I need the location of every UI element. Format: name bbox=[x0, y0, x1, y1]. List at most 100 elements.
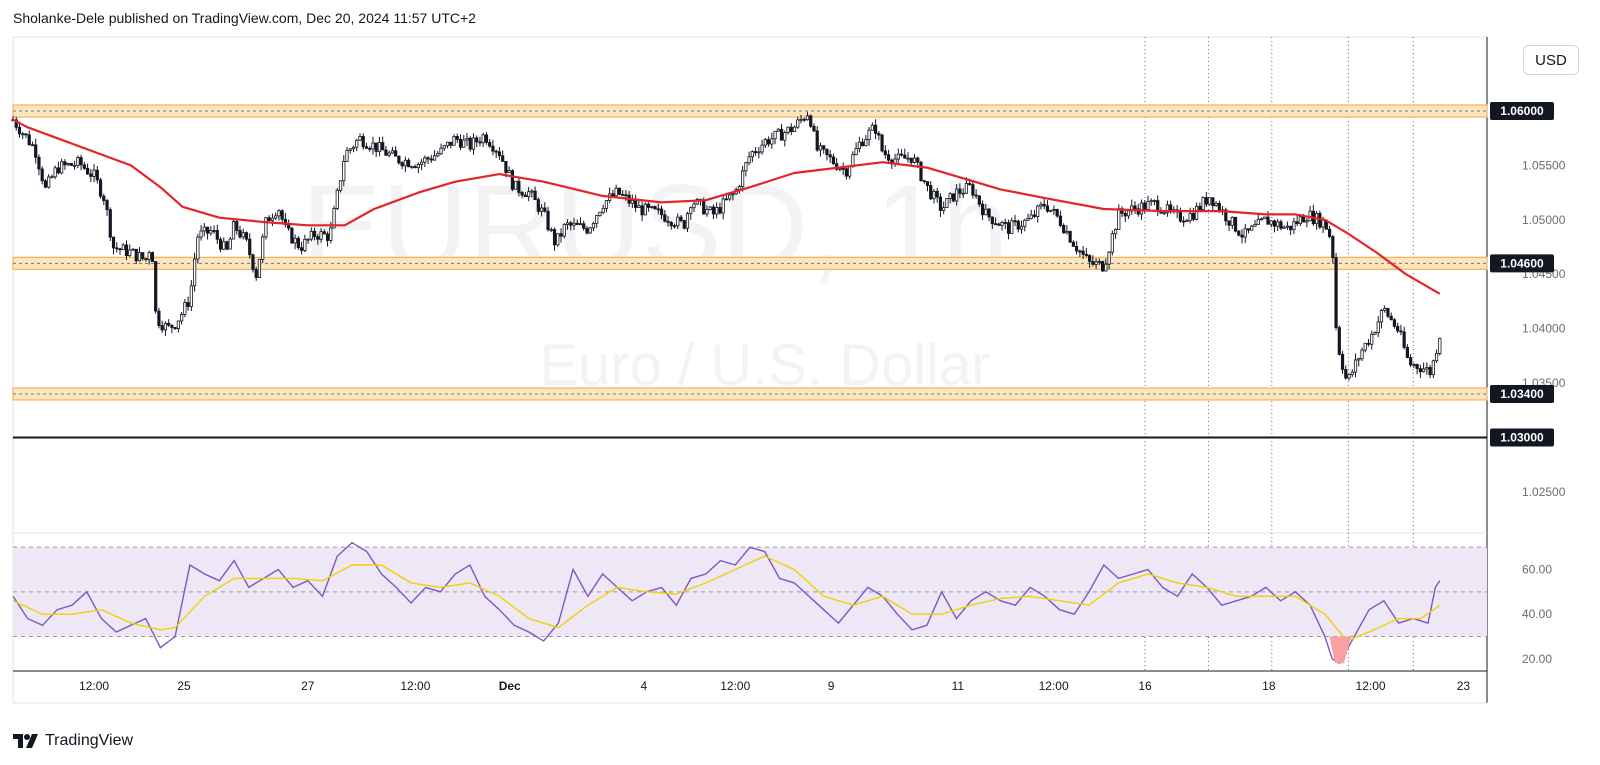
price-tick-label: 1.02500 bbox=[1522, 485, 1566, 499]
candle-body bbox=[854, 148, 858, 156]
candle-body bbox=[1178, 211, 1183, 222]
candle-body bbox=[1305, 220, 1309, 223]
candle-body bbox=[364, 146, 369, 149]
candle-body bbox=[1438, 338, 1442, 354]
candle-body bbox=[371, 142, 375, 150]
level-price-badge bbox=[1490, 102, 1554, 121]
candle-body bbox=[1415, 364, 1419, 370]
candle-body bbox=[1081, 250, 1085, 255]
candle-body bbox=[488, 141, 492, 147]
candle-body bbox=[254, 269, 258, 278]
candle-body bbox=[857, 141, 861, 149]
candle-body bbox=[604, 200, 609, 209]
candle-body bbox=[403, 159, 407, 167]
candle-body bbox=[436, 153, 440, 157]
candle-body bbox=[1344, 369, 1348, 379]
price-axis[interactable]: 1.065001.055001.050001.045001.040001.035… bbox=[1490, 50, 1566, 499]
candle-body bbox=[1237, 230, 1241, 236]
candle-body bbox=[912, 157, 917, 163]
candle-body bbox=[1149, 200, 1153, 203]
watermark-symbol: EURUSD, 1h bbox=[302, 160, 1009, 294]
candle-body bbox=[102, 195, 106, 201]
candle-body bbox=[189, 285, 193, 307]
candle-body bbox=[128, 249, 132, 257]
candle-body bbox=[335, 189, 339, 209]
candle-body bbox=[1334, 257, 1338, 328]
candle-body bbox=[968, 183, 972, 185]
candle-body bbox=[517, 180, 521, 193]
candle-body bbox=[416, 163, 420, 169]
candle-body bbox=[261, 236, 265, 260]
candle-body bbox=[1019, 225, 1024, 230]
candle-body bbox=[82, 164, 86, 169]
candle-body bbox=[598, 211, 602, 217]
candle-body bbox=[663, 214, 667, 222]
currency-button[interactable]: USD bbox=[1523, 45, 1579, 75]
candle-body bbox=[1396, 325, 1400, 332]
candle-body bbox=[1139, 202, 1144, 215]
tradingview-brand[interactable]: TradingView bbox=[13, 732, 133, 750]
candle-body bbox=[1091, 261, 1095, 265]
candle-body bbox=[886, 154, 891, 161]
candle-body bbox=[903, 154, 907, 159]
time-tick-label: 9 bbox=[828, 679, 835, 693]
candle-body bbox=[1016, 220, 1020, 230]
candle-body bbox=[653, 206, 657, 210]
price-tick-label: 1.05500 bbox=[1522, 158, 1566, 172]
candle-body bbox=[73, 164, 77, 167]
support-resistance-zones bbox=[12, 104, 1488, 439]
moving-average-series bbox=[12, 118, 1441, 295]
candle-body bbox=[705, 208, 709, 215]
candle-body bbox=[1185, 220, 1189, 223]
time-tick-label: 12:00 bbox=[720, 679, 750, 693]
candle-body bbox=[481, 134, 485, 144]
candle-body bbox=[873, 124, 878, 134]
price-tick-label: 1.05000 bbox=[1522, 213, 1566, 227]
candle-body bbox=[955, 188, 959, 202]
candle-body bbox=[929, 185, 933, 200]
candle-body bbox=[1152, 200, 1157, 202]
candle-body bbox=[1211, 197, 1215, 207]
candle-body bbox=[835, 163, 839, 170]
candle-body bbox=[319, 231, 323, 240]
candle-body bbox=[218, 238, 223, 250]
candle-body bbox=[828, 154, 832, 158]
candle-body bbox=[387, 152, 391, 156]
candle-body bbox=[332, 208, 336, 229]
candle-body bbox=[848, 166, 852, 177]
candle-body bbox=[1276, 221, 1280, 227]
candle-body bbox=[241, 232, 245, 238]
candle-body bbox=[543, 207, 547, 212]
candle-body bbox=[1373, 332, 1377, 335]
candle-body bbox=[1023, 219, 1027, 227]
candle-body bbox=[812, 125, 816, 132]
candle-body bbox=[841, 168, 845, 170]
candle-body bbox=[160, 325, 164, 331]
candle-body bbox=[390, 150, 395, 154]
candle-body bbox=[799, 118, 803, 121]
candle-body bbox=[192, 258, 197, 287]
candle-body bbox=[731, 193, 735, 196]
candle-body bbox=[413, 166, 417, 169]
candle-body bbox=[925, 181, 930, 186]
time-axis[interactable]: 12:00 25 27 12:00 Dec 4 12:00 9 11 12:00 16 18 12:00… bbox=[79, 679, 1470, 693]
candle-body bbox=[1370, 333, 1374, 345]
candle-body bbox=[17, 126, 22, 135]
candle-body bbox=[906, 157, 910, 160]
candle-body bbox=[942, 207, 946, 211]
candle-body bbox=[741, 170, 745, 188]
candle-body bbox=[770, 138, 774, 145]
rsi-pane: 60.00 40.00 20.00 bbox=[12, 541, 1552, 666]
candle-body bbox=[248, 238, 252, 256]
candle-body bbox=[1191, 213, 1195, 220]
candle-body bbox=[1246, 228, 1251, 231]
candle-body bbox=[1318, 213, 1322, 228]
rsi-tick-label: 60.00 bbox=[1522, 563, 1552, 577]
candle-body bbox=[1350, 371, 1354, 375]
candle-body bbox=[293, 237, 297, 244]
candle-body bbox=[938, 196, 943, 211]
candle-body bbox=[1233, 216, 1238, 232]
candle-body bbox=[1298, 216, 1302, 225]
candle-body bbox=[861, 141, 865, 147]
